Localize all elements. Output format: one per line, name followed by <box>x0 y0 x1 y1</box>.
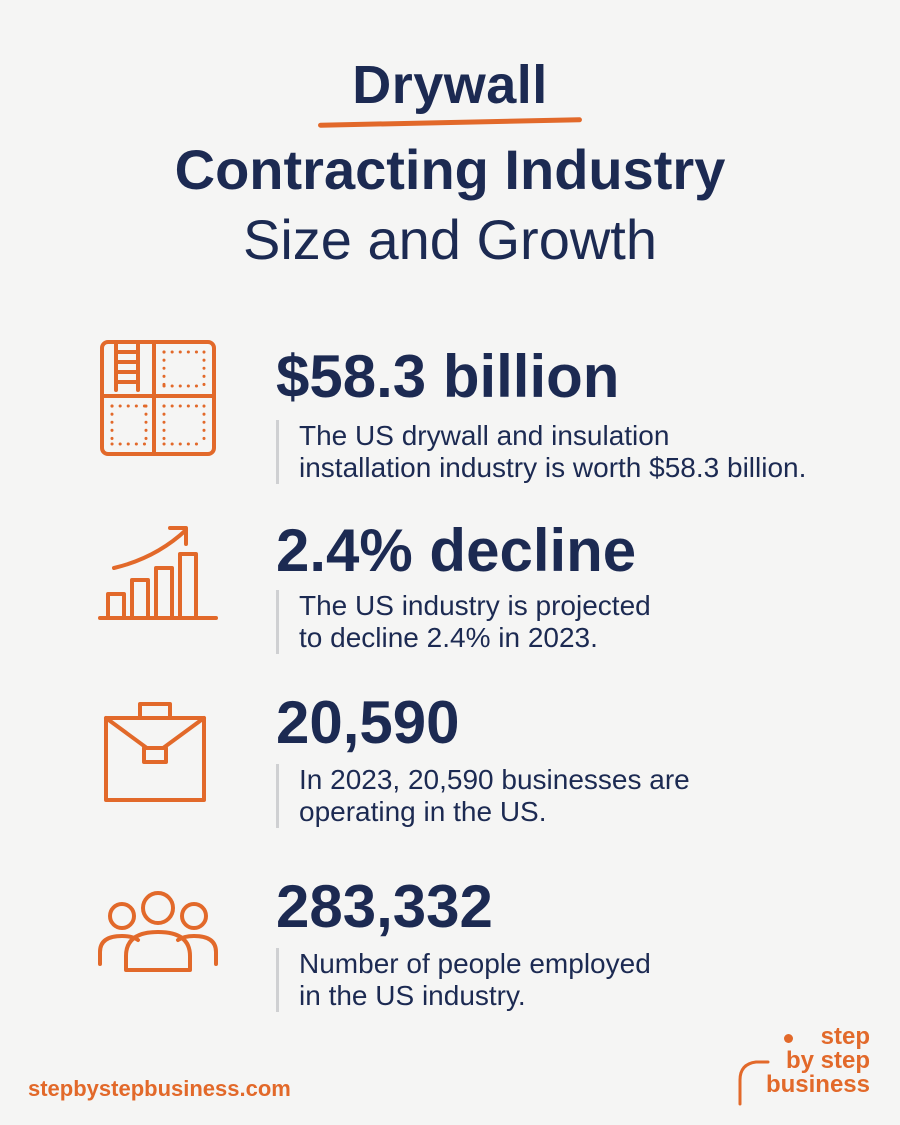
stat-description-line: to decline 2.4% in 2023. <box>299 622 598 653</box>
stat-value: 283,332 <box>276 873 493 940</box>
stat-value: $58.3 billion <box>276 343 620 410</box>
people-group-icon <box>96 886 220 1010</box>
stat-description-line: operating in the US. <box>299 796 547 827</box>
stat-description-line: In 2023, 20,590 businesses are <box>299 764 690 795</box>
stat-projected-change: 2.4% decline The US industry is projecte… <box>0 510 900 680</box>
stat-description-line: The US industry is projected <box>299 590 651 621</box>
logo-text-line: by step <box>785 1047 870 1074</box>
growth-chart-icon <box>96 518 220 642</box>
stat-employment: 283,332 Number of people employed in the… <box>0 866 900 1036</box>
stat-description-line: The US drywall and insulation <box>299 420 670 451</box>
footer-website-link[interactable]: stepbystepbusiness.com <box>28 1076 291 1101</box>
brand-logo: step by step business <box>738 1023 870 1106</box>
stat-value: 20,590 <box>276 689 460 756</box>
drywall-panel-icon <box>96 338 220 462</box>
stat-description-line: in the US industry. <box>299 980 526 1011</box>
stat-description: The US drywall and insulation installati… <box>276 420 806 484</box>
stat-value: 2.4% decline <box>276 517 637 584</box>
stat-description-line: Number of people employed <box>299 948 651 979</box>
stat-industry-size: $58.3 billion The US drywall and insulat… <box>0 336 900 506</box>
title-underline <box>317 117 583 128</box>
stat-description: The US industry is projected to decline … <box>276 590 651 654</box>
briefcase-icon <box>96 696 220 820</box>
logo-text-line: business <box>765 1071 870 1098</box>
stat-description: Number of people employed in the US indu… <box>276 948 651 1012</box>
stat-description-line: installation industry is worth $58.3 bil… <box>299 452 807 483</box>
stat-business-count: 20,590 In 2023, 20,590 businesses are op… <box>0 682 900 852</box>
logo-dot-icon <box>784 1034 793 1043</box>
title-block: Drywall Contracting Industry Size and Gr… <box>0 52 900 275</box>
title-line-3: Size and Growth <box>243 208 657 271</box>
stat-description: In 2023, 20,590 businesses are operating… <box>276 764 690 828</box>
title-line-1: Drywall <box>352 55 548 115</box>
logo-arc-icon <box>738 1050 772 1106</box>
title-line-2: Contracting Industry <box>174 138 726 201</box>
logo-text-line: step <box>820 1023 870 1050</box>
